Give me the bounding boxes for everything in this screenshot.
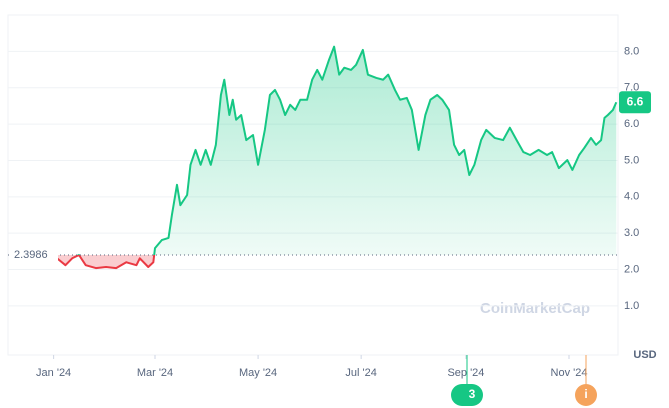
info-badge <box>575 384 597 406</box>
price-line <box>76 45 618 256</box>
y-tick-label: 8.0 <box>624 45 639 57</box>
y-tick-label: 2.0 <box>624 263 639 275</box>
y-tick-label: 4.0 <box>624 191 639 203</box>
x-tick-label: Sep '24 <box>447 367 484 379</box>
y-tick-label: 5.0 <box>624 154 639 166</box>
x-tick-label: Jul '24 <box>345 367 376 379</box>
badge-label: i <box>584 387 587 401</box>
x-tick-label: Mar '24 <box>137 367 173 379</box>
last-price-tag <box>619 91 651 114</box>
badge-label: 3 <box>469 387 476 401</box>
y-tick-label: 6.0 <box>624 118 639 130</box>
plot-border <box>7 14 619 356</box>
x-tick-label: Jan '24 <box>36 367 71 379</box>
x-tick-label: May '24 <box>239 367 277 379</box>
y-tick-label: 3.0 <box>624 227 639 239</box>
baseline-label-bg <box>10 247 58 264</box>
currency-label: USD <box>633 349 656 361</box>
news-badge <box>451 384 483 406</box>
area-above <box>78 46 617 256</box>
watermark: CoinMarketCap <box>480 300 590 317</box>
y-tick-label: 1.0 <box>624 300 639 312</box>
last-price-label: 6.6 <box>627 94 644 108</box>
y-tick-label: 7.0 <box>624 82 639 94</box>
baseline-label: 2.3986 <box>14 249 48 261</box>
x-tick-label: Nov '24 <box>551 367 588 379</box>
